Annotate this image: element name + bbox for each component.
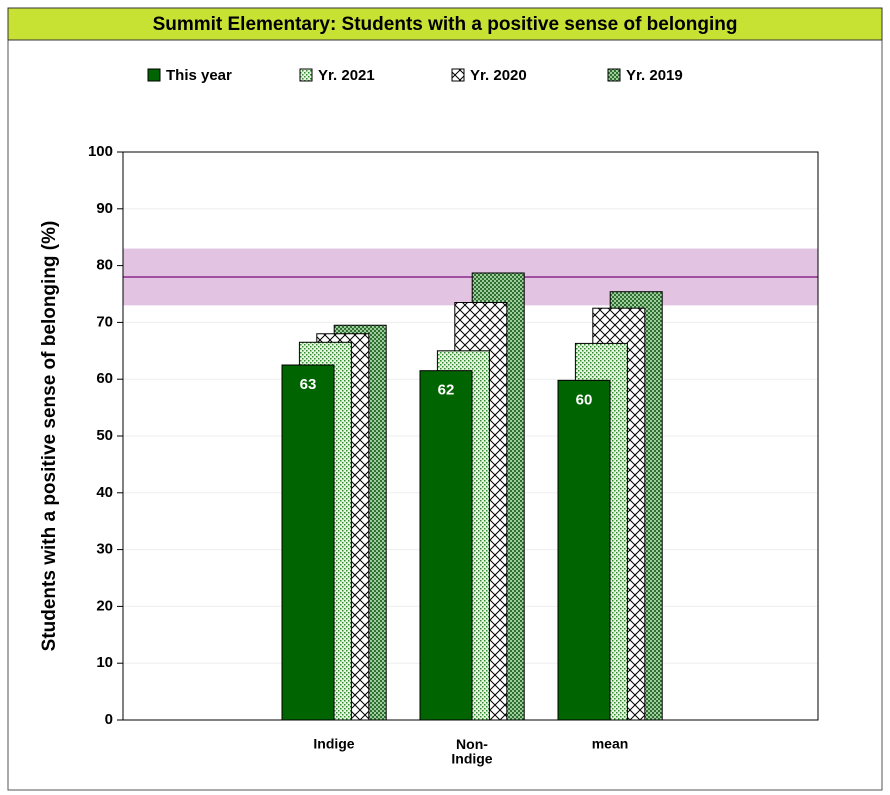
legend-label: Yr. 2019 <box>626 67 683 84</box>
title-bar <box>7 7 883 41</box>
legend-label: Yr. 2020 <box>470 67 527 84</box>
y-tick-label: 60 <box>96 370 113 387</box>
chart-title: Summit Elementary: Students with a posit… <box>153 14 738 35</box>
y-tick-label: 90 <box>96 200 113 217</box>
data-label: 62 <box>438 382 455 399</box>
x-tick-label: Indige <box>313 736 354 752</box>
y-tick-label: 80 <box>96 257 113 274</box>
y-tick-label: 40 <box>96 484 113 501</box>
legend-swatch <box>299 68 313 82</box>
legend-swatch <box>147 68 161 82</box>
legend-label: Yr. 2021 <box>318 67 375 84</box>
y-tick-label: 0 <box>105 711 113 728</box>
y-axis-label: Students with a positive sense of belong… <box>39 221 60 652</box>
x-tick-label: Non-Indige <box>451 736 492 767</box>
y-tick-label: 20 <box>96 597 113 614</box>
y-tick-label: 30 <box>96 541 113 558</box>
y-tick-label: 100 <box>88 143 113 160</box>
plot-border <box>122 151 819 721</box>
bar <box>419 370 473 721</box>
y-tick-label: 10 <box>96 654 113 671</box>
bar <box>281 364 335 721</box>
y-tick-label: 70 <box>96 313 113 330</box>
data-label: 60 <box>576 391 593 408</box>
x-tick-label: mean <box>592 736 629 752</box>
y-tick-label: 50 <box>96 427 113 444</box>
data-label: 63 <box>300 376 317 393</box>
legend-swatch <box>607 68 621 82</box>
legend-swatch <box>451 68 465 82</box>
bar <box>557 379 611 721</box>
legend-label: This year <box>166 67 232 84</box>
